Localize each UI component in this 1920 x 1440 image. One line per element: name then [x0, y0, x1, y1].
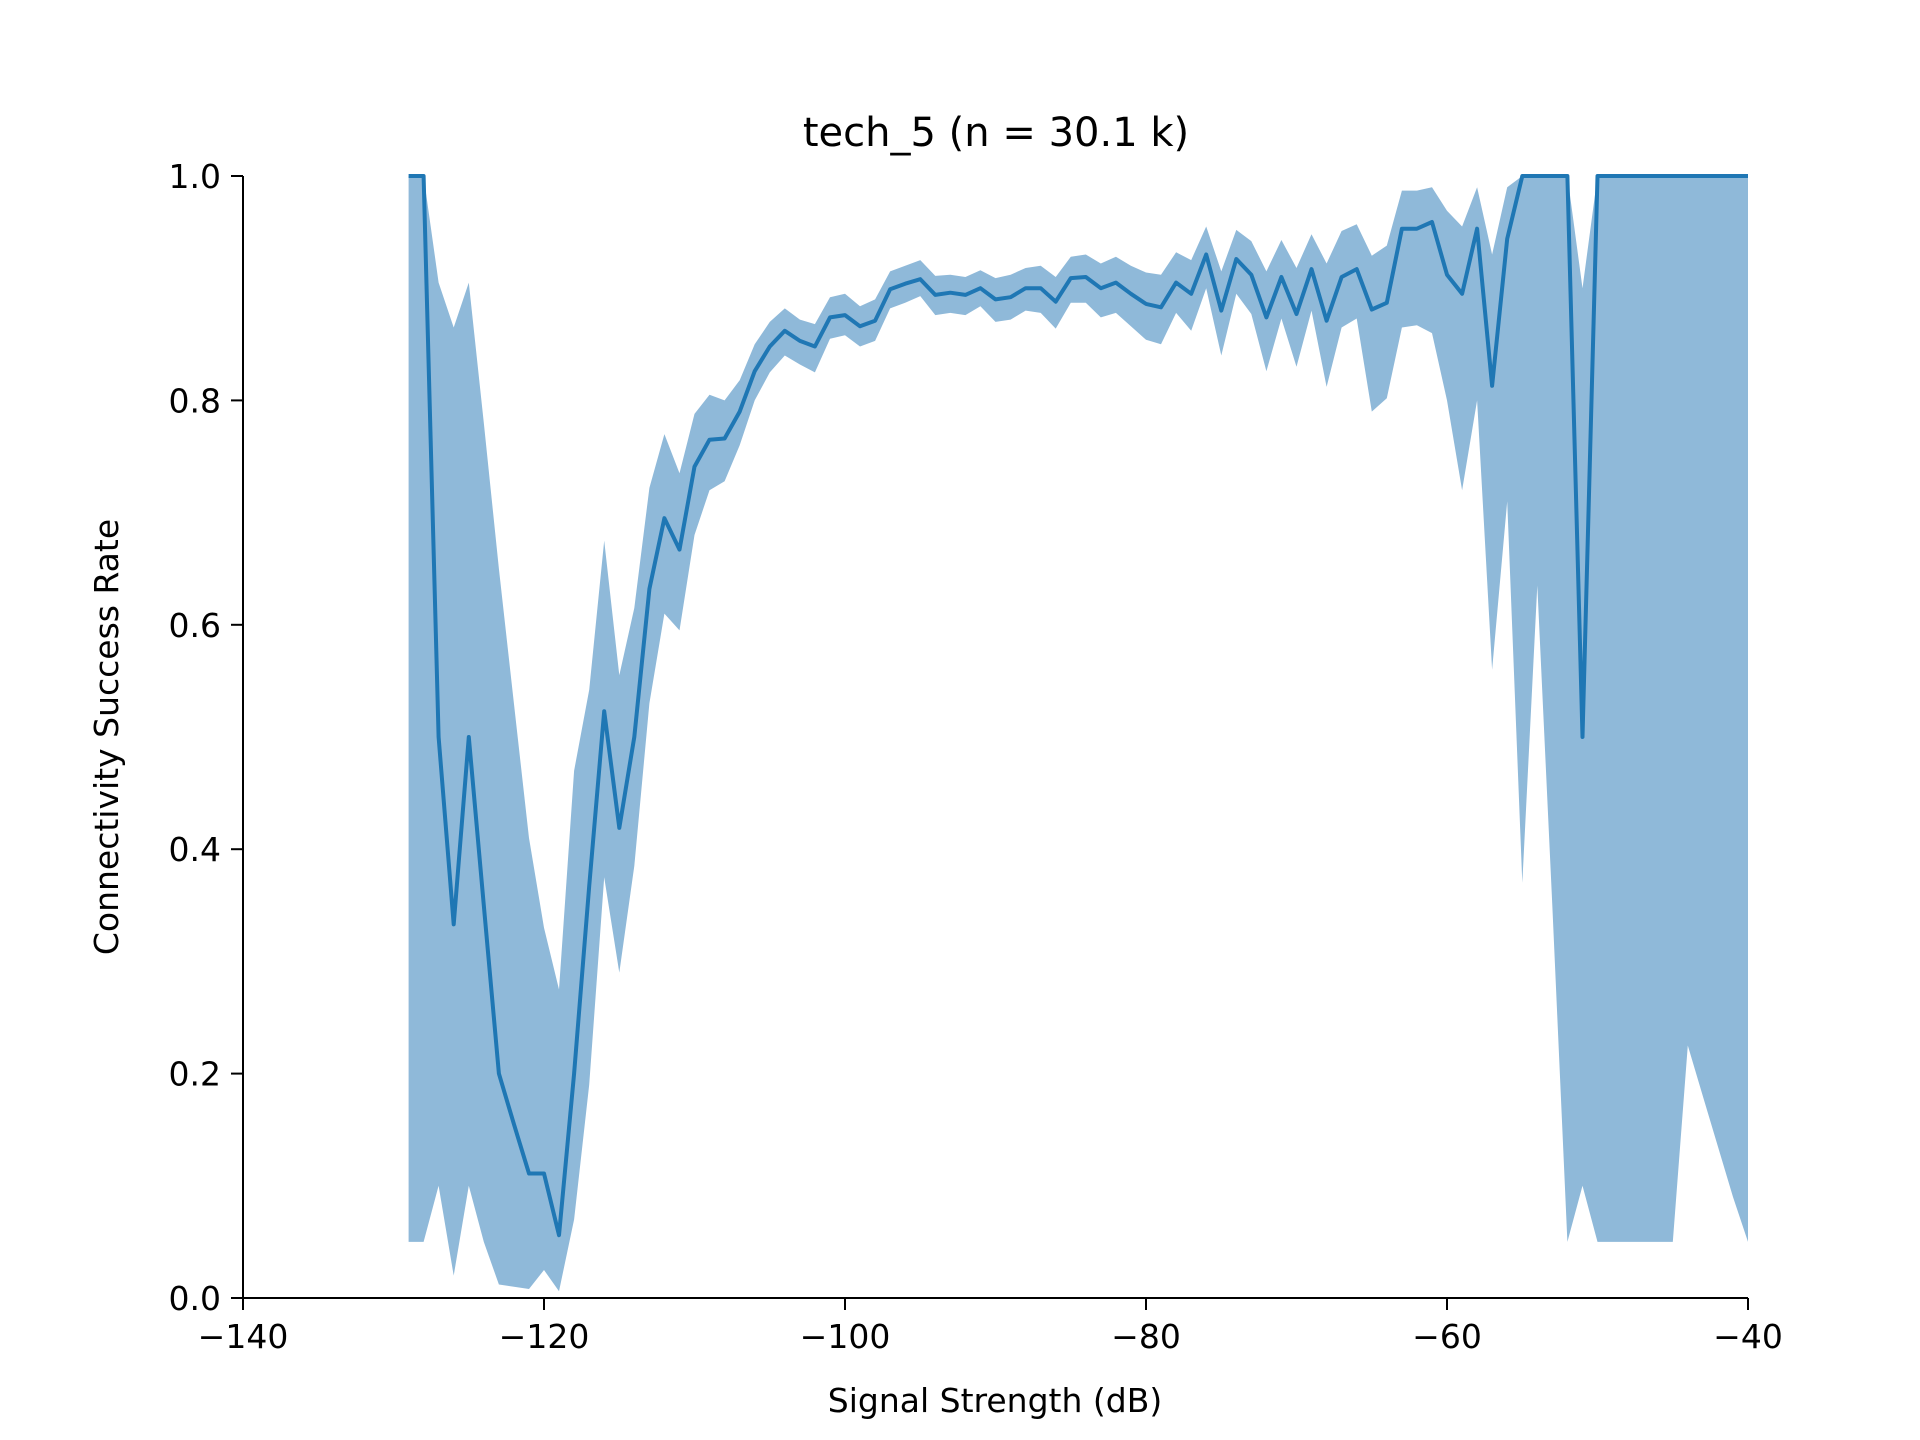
y-tick-label: 1.0	[169, 157, 221, 196]
series-line	[408, 174, 1748, 1238]
x-tick-label: −80	[1111, 1317, 1181, 1356]
x-tick-label: −120	[499, 1317, 590, 1356]
y-ticks: 0.0 0.2 0.4 0.6 0.8 1.0	[169, 157, 243, 1318]
y-tick-label: 0.2	[169, 1055, 221, 1094]
plot-area	[408, 174, 1749, 1292]
y-tick-label: 0.0	[169, 1279, 221, 1318]
y-tick-label: 0.8	[169, 381, 221, 420]
x-axis-title: Signal Strength (dB)	[828, 1381, 1162, 1420]
x-tick-label: −100	[800, 1317, 891, 1356]
confidence-band	[408, 176, 1749, 1292]
x-tick-label: −140	[198, 1317, 289, 1356]
x-ticks: −140 −120 −100 −80 −60 −40	[198, 1298, 1783, 1356]
y-axis-title: Connectivity Success Rate	[87, 519, 126, 955]
y-tick-label: 0.6	[169, 606, 221, 645]
x-tick-label: −40	[1713, 1317, 1783, 1356]
x-tick-label: −60	[1412, 1317, 1482, 1356]
chart-title: tech_5 (n = 30.1 k)	[803, 110, 1189, 156]
y-tick-label: 0.4	[169, 830, 221, 869]
